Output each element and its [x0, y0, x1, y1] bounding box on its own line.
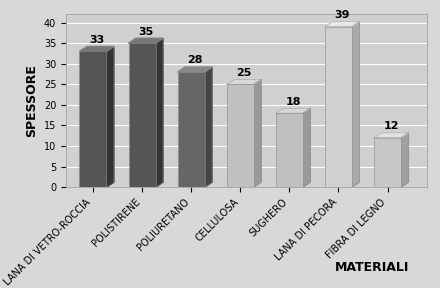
Bar — [227, 84, 254, 187]
Text: 28: 28 — [187, 55, 202, 65]
Bar — [128, 43, 156, 187]
Polygon shape — [325, 22, 359, 27]
Bar — [80, 52, 106, 187]
Polygon shape — [276, 108, 310, 113]
Polygon shape — [254, 79, 261, 187]
Bar — [374, 138, 401, 187]
Bar — [325, 27, 352, 187]
Polygon shape — [128, 38, 163, 43]
Polygon shape — [303, 108, 310, 187]
Polygon shape — [401, 133, 408, 187]
Text: 12: 12 — [384, 121, 399, 131]
Polygon shape — [205, 67, 212, 187]
Text: 33: 33 — [89, 35, 104, 45]
Polygon shape — [178, 67, 212, 72]
Polygon shape — [352, 22, 359, 187]
Text: 39: 39 — [334, 10, 350, 20]
Bar — [276, 113, 303, 187]
Text: 25: 25 — [236, 68, 252, 78]
Text: 35: 35 — [138, 26, 154, 37]
Polygon shape — [106, 46, 114, 187]
Polygon shape — [80, 46, 114, 52]
Polygon shape — [156, 38, 163, 187]
Y-axis label: SPESSORE: SPESSORE — [25, 64, 38, 137]
Text: 18: 18 — [285, 96, 301, 107]
Polygon shape — [374, 133, 408, 138]
Bar — [178, 72, 205, 187]
Text: MATERIALI: MATERIALI — [335, 261, 409, 274]
Polygon shape — [227, 79, 261, 84]
